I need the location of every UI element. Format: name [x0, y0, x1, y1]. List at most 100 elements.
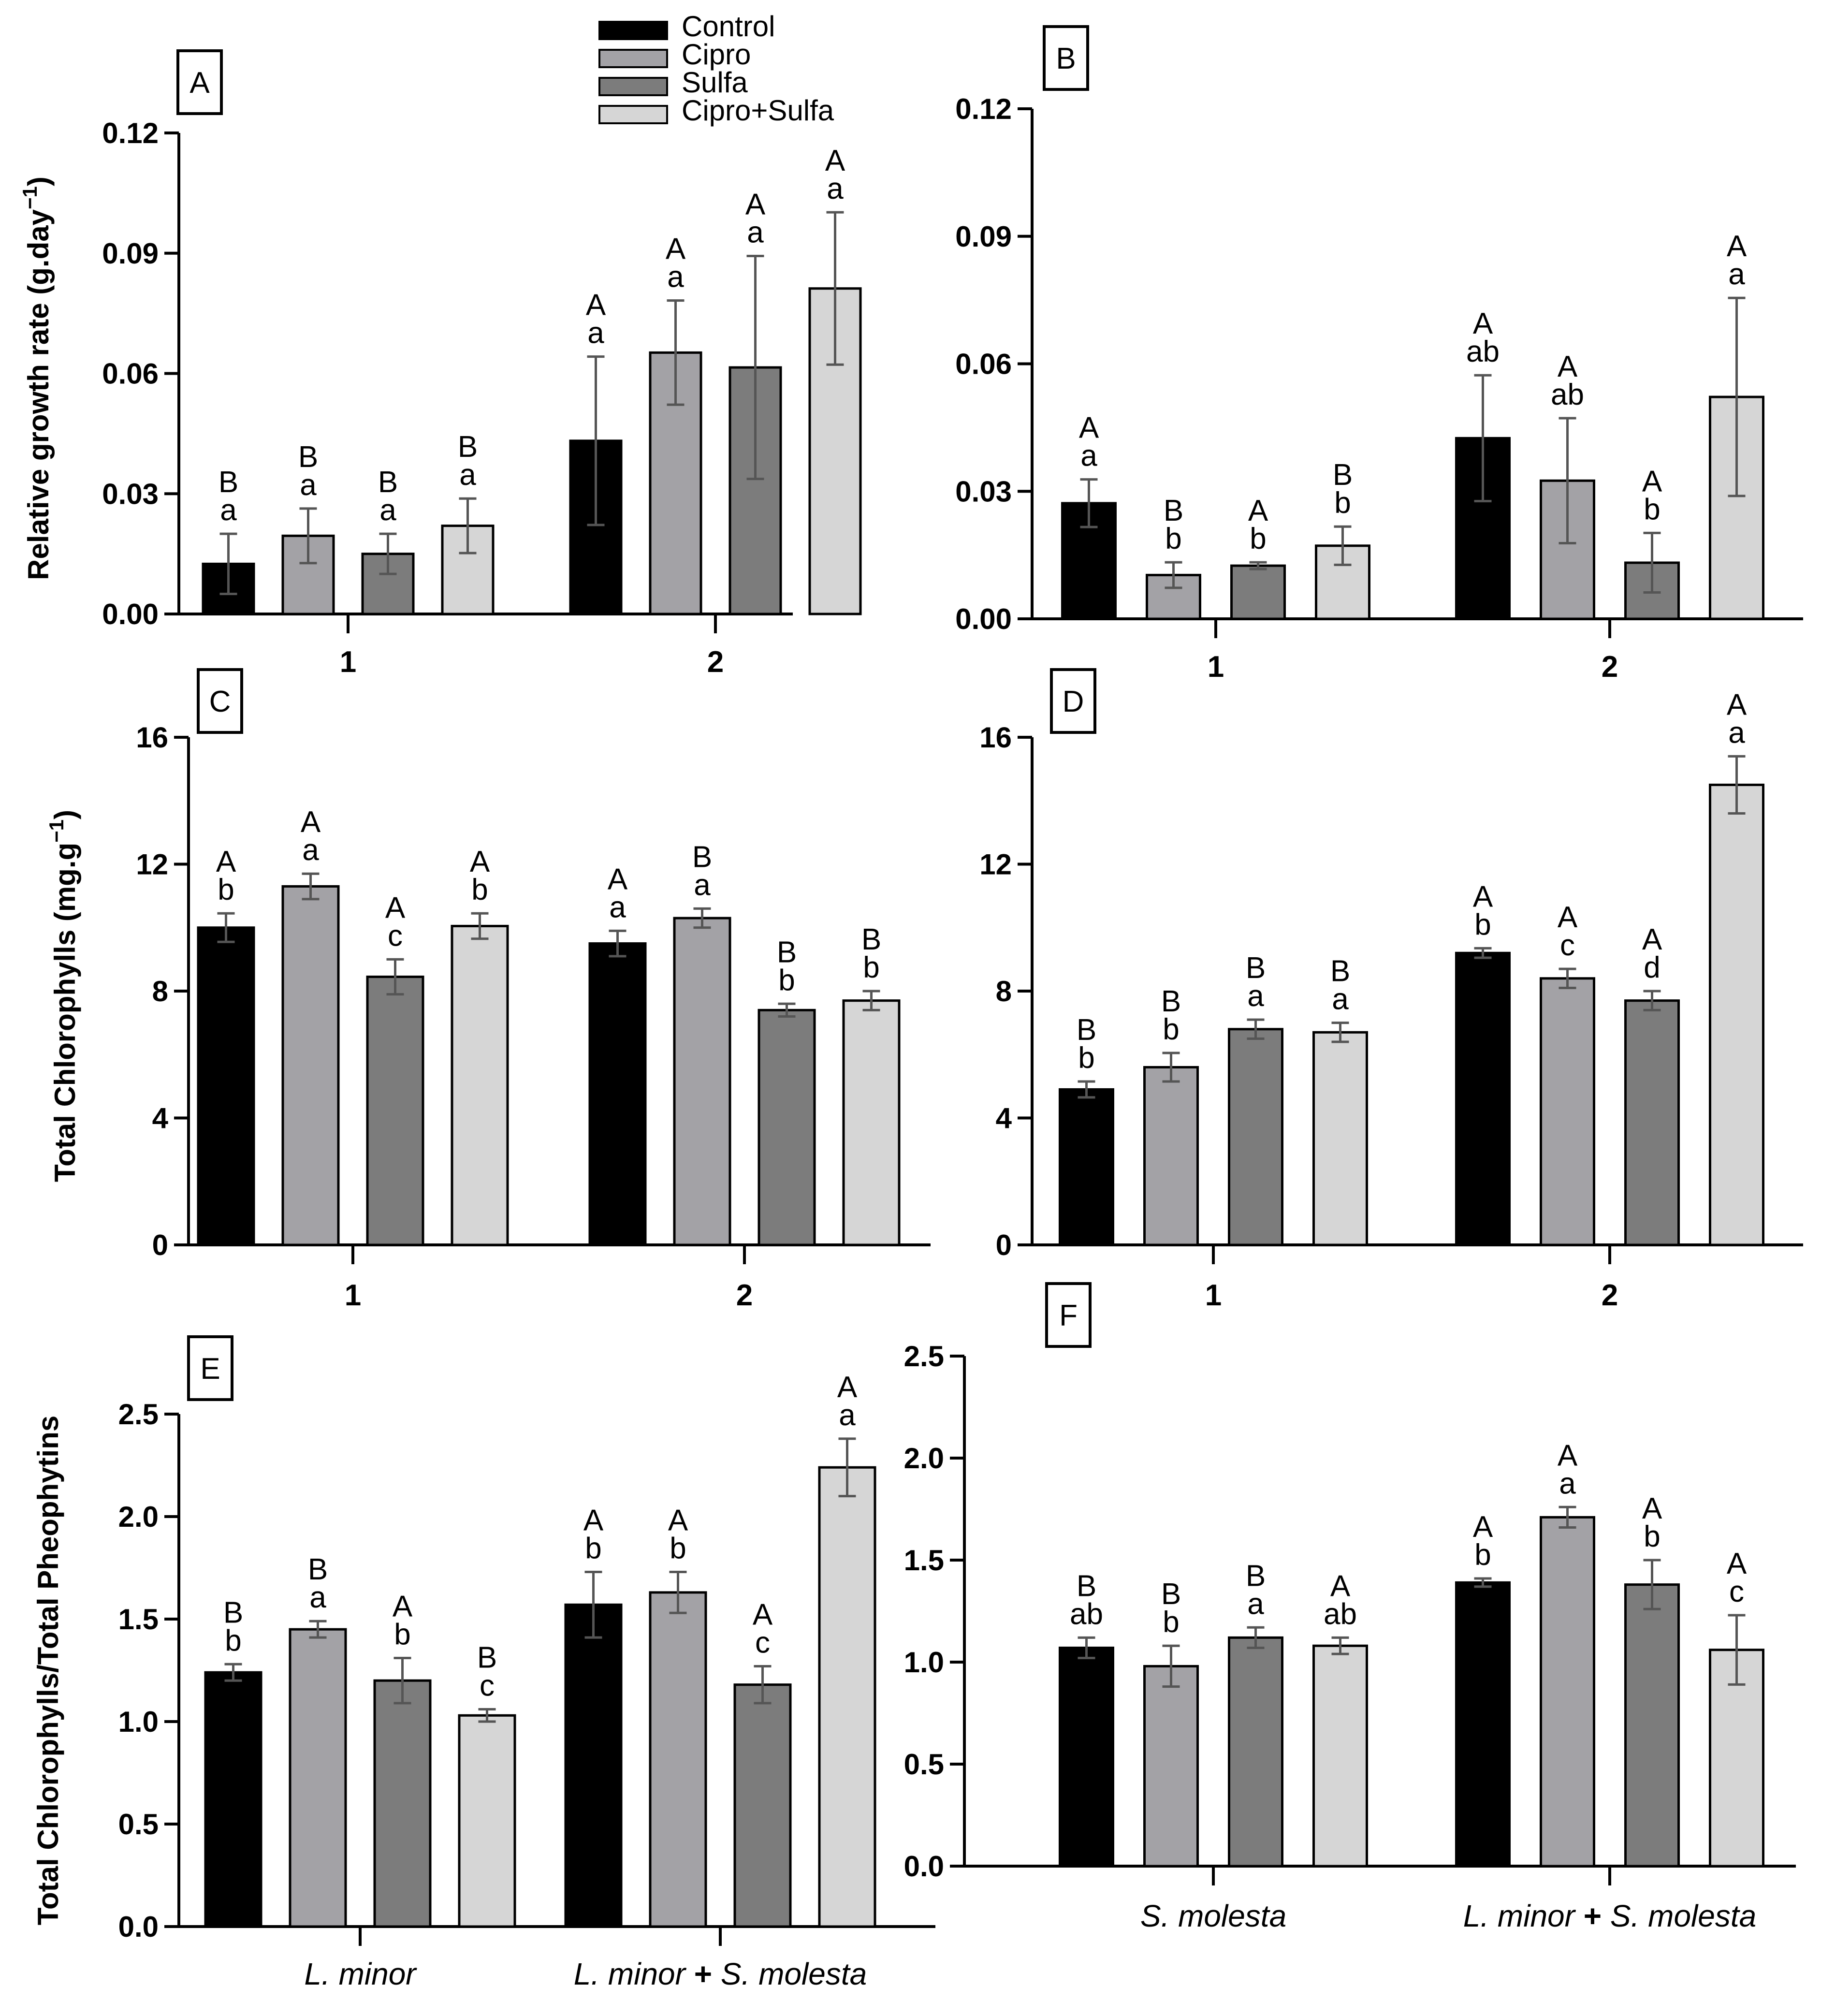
significance-upper: A	[393, 1590, 413, 1623]
panel-e-label: E	[200, 1352, 220, 1386]
panel-a-chart: A 0.00 0.03 0.06 0.09 0.12 Relative growth rat…	[18, 49, 862, 679]
panel-a-label-box	[176, 49, 223, 115]
x-category-label: L. minor + S. molesta	[574, 1957, 867, 1991]
bar-cipro-sulfa	[1709, 1649, 1764, 1868]
significance-upper: A	[825, 144, 845, 177]
significance-upper: A	[1330, 1569, 1351, 1603]
significance-lower: a	[1080, 439, 1097, 473]
significance-upper: B	[378, 466, 398, 499]
y-tick-label: 0.5	[904, 1748, 944, 1781]
bar-sulfa	[758, 1008, 816, 1246]
significance-lower: ab	[1324, 1597, 1357, 1631]
bar-cipro-sulfa	[818, 1466, 876, 1928]
significance-upper: B	[1330, 955, 1350, 988]
bar-control	[197, 926, 255, 1246]
panel-f-label-box	[1045, 1282, 1092, 1348]
significance-upper: B	[477, 1641, 497, 1675]
significance-upper: A	[1642, 1492, 1662, 1525]
y-tick-label: 0.09	[955, 220, 1012, 253]
significance-lower: ab	[1070, 1597, 1103, 1631]
y-tick-label: 0.5	[118, 1808, 159, 1841]
y-tick-label: 0.0	[904, 1850, 944, 1883]
bar-sulfa	[1230, 564, 1286, 620]
significance-lower: a	[309, 1581, 326, 1614]
significance-lower: ab	[1551, 378, 1584, 411]
y-tick-label: 0.12	[102, 117, 159, 149]
significance-upper: B	[1077, 1569, 1096, 1603]
significance-upper: A	[1727, 230, 1747, 263]
significance-upper: B	[1164, 494, 1183, 527]
legend-swatch-sulfa	[598, 77, 668, 96]
y-tick-label: 0.06	[102, 358, 159, 390]
y-tick-label: 2.0	[118, 1501, 159, 1533]
significance-upper: B	[861, 923, 881, 956]
significance-upper: A	[1558, 901, 1578, 934]
significance-lower: a	[587, 317, 604, 350]
significance-lower: b	[1474, 1538, 1491, 1572]
significance-lower: a	[1332, 983, 1349, 1016]
legend-swatch-control	[598, 21, 668, 40]
significance-lower: a	[609, 891, 626, 924]
significance-lower: c	[1560, 929, 1575, 962]
x-category-label: 1	[1208, 650, 1224, 684]
bar-control	[1455, 1581, 1511, 1868]
bar-cipro-sulfa	[842, 999, 901, 1246]
significance-lower: a	[459, 458, 476, 492]
significance-upper: B	[1333, 458, 1353, 492]
y-tick-label: 2.5	[118, 1398, 159, 1431]
significance-lower: b	[1644, 1520, 1660, 1553]
significance-lower: b	[585, 1532, 601, 1565]
x-category-label: 1	[340, 645, 356, 679]
panel-d-label-box	[1050, 668, 1096, 734]
y-tick-label: 4	[996, 1102, 1012, 1135]
panel-e-chart: E 0.0 0.5 1.0 1.5 2.0 2.5 Total Chlorophylls/To…	[32, 1335, 935, 1991]
legend-label: Sulfa	[682, 66, 748, 99]
significance-upper: B	[692, 840, 712, 874]
y-tick-label: 0.06	[955, 348, 1012, 380]
significance-upper: A	[1473, 1510, 1493, 1544]
panel-c-label-box	[197, 668, 243, 734]
bar-cipro-sulfa	[451, 924, 509, 1246]
bar-cipro	[281, 534, 335, 615]
significance-lower: a	[1728, 258, 1745, 291]
significance-upper: A	[1248, 494, 1268, 527]
bar-cipro-sulfa	[458, 1714, 516, 1928]
significance-lower: a	[1247, 1587, 1264, 1621]
significance-upper: A	[1642, 923, 1662, 956]
significance-upper: A	[583, 1504, 604, 1537]
y-tick-label: 0.09	[102, 237, 159, 270]
legend-swatch-cipro-sulfa	[598, 105, 668, 124]
significance-lower: b	[1250, 522, 1266, 555]
y-tick-label: 0.03	[102, 478, 159, 510]
y-tick-label: 16	[979, 721, 1012, 754]
significance-lower: b	[1078, 1041, 1094, 1075]
x-category-label: 2	[1602, 650, 1618, 684]
bar-sulfa	[1624, 1583, 1680, 1868]
significance-upper: B	[458, 430, 478, 464]
significance-upper: A	[668, 1504, 688, 1537]
significance-upper: B	[223, 1596, 243, 1629]
bar-sulfa	[361, 553, 415, 615]
y-tick-label: 1.0	[118, 1706, 159, 1738]
significance-upper: A	[1558, 1439, 1578, 1472]
bar-cipro	[1540, 1516, 1595, 1868]
significance-upper: A	[666, 233, 686, 266]
bar-control	[204, 1671, 262, 1928]
significance-upper: A	[608, 862, 628, 896]
panel-b-label-box	[1043, 25, 1089, 91]
bar-sulfa	[1624, 999, 1680, 1246]
bar-sulfa	[1228, 1636, 1283, 1868]
significance-upper: A	[216, 845, 236, 878]
y-tick-label: 0.12	[955, 93, 1012, 125]
bar-sulfa	[1228, 1028, 1283, 1246]
x-category-label: 2	[1602, 1279, 1618, 1312]
significance-upper: A	[1642, 465, 1662, 498]
significance-upper: A	[385, 891, 406, 924]
significance-lower: c	[388, 919, 403, 952]
significance-lower: b	[1474, 908, 1491, 941]
y-tick-label: 8	[152, 975, 168, 1008]
significance-lower: a	[302, 833, 319, 867]
